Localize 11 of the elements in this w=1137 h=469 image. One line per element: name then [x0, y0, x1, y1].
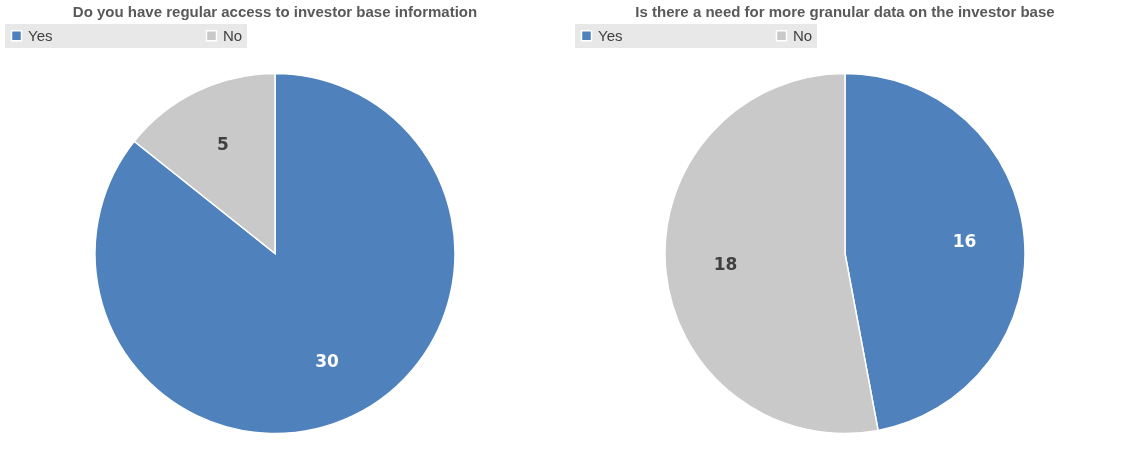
legend-label: Yes	[28, 26, 53, 44]
legend-label: Yes	[598, 26, 623, 44]
pie-slice	[94, 72, 456, 434]
data-label: 18	[713, 253, 738, 274]
legend-label: No	[223, 26, 243, 44]
data-label: 30	[315, 350, 340, 371]
chart-title: Is there a need for more granular data on the investor base	[635, 3, 1055, 20]
chart-title: Do you have regular access to investor base information	[72, 3, 478, 20]
data-label: 5	[217, 134, 229, 155]
legend-label: No	[793, 26, 813, 44]
data-label: 16	[952, 231, 977, 252]
